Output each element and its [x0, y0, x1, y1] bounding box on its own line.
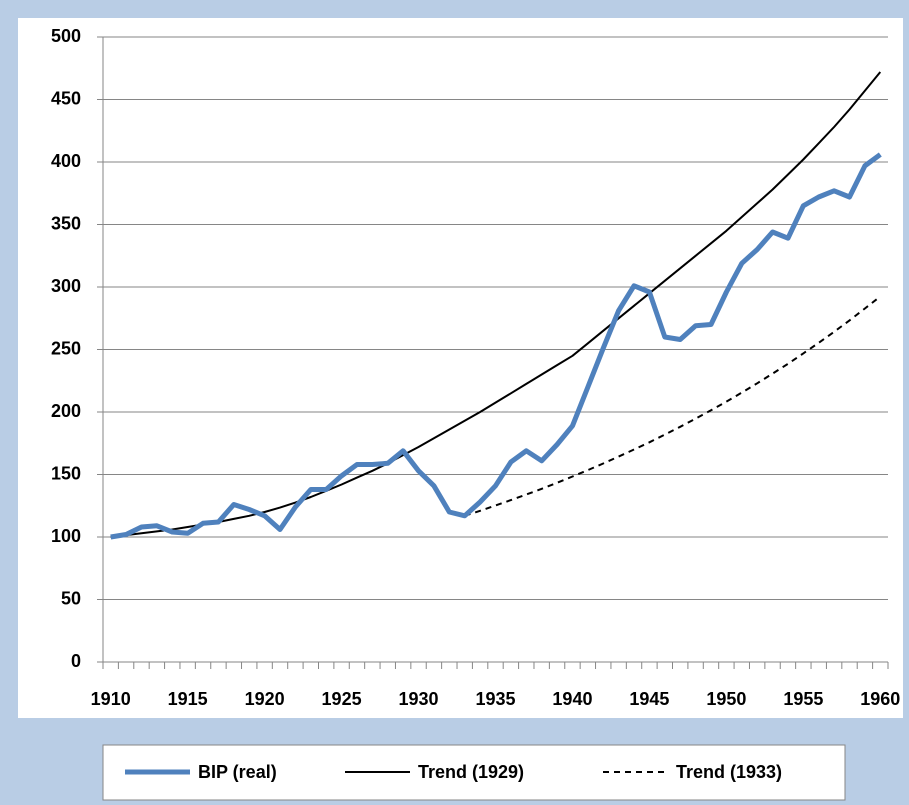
y-tick-label: 450	[51, 88, 81, 108]
x-tick-label: 1925	[322, 689, 362, 709]
series-line	[110, 152, 882, 540]
legend-label: Trend (1933)	[676, 762, 782, 782]
y-tick-label: 100	[51, 526, 81, 546]
x-tick-label: 1920	[245, 689, 285, 709]
y-tick-label: 150	[51, 463, 81, 483]
x-tick-label: 1910	[91, 689, 131, 709]
y-tick-label: 350	[51, 213, 81, 233]
legend-label: BIP (real)	[198, 762, 277, 782]
x-tick-label: 1950	[706, 689, 746, 709]
y-tick-label: 200	[51, 401, 81, 421]
y-tick-label: 300	[51, 276, 81, 296]
x-tick-label: 1945	[629, 689, 669, 709]
x-tick-label: 1960	[860, 689, 900, 709]
x-tick-label: 1955	[783, 689, 823, 709]
y-tick-label: 500	[51, 26, 81, 46]
legend-box	[102, 744, 846, 801]
y-tick-label: 250	[51, 338, 81, 358]
x-tick-label: 1935	[475, 689, 515, 709]
x-tick-label: 1930	[399, 689, 439, 709]
chart-area	[18, 18, 903, 718]
series-line	[110, 71, 882, 538]
y-tick-label: 50	[61, 588, 81, 608]
y-tick-label: 400	[51, 151, 81, 171]
x-tick-label: 1940	[552, 689, 592, 709]
series-line	[464, 295, 881, 517]
y-tick-label: 0	[71, 651, 81, 671]
legend-label: Trend (1929)	[418, 762, 524, 782]
x-tick-label: 1915	[168, 689, 208, 709]
